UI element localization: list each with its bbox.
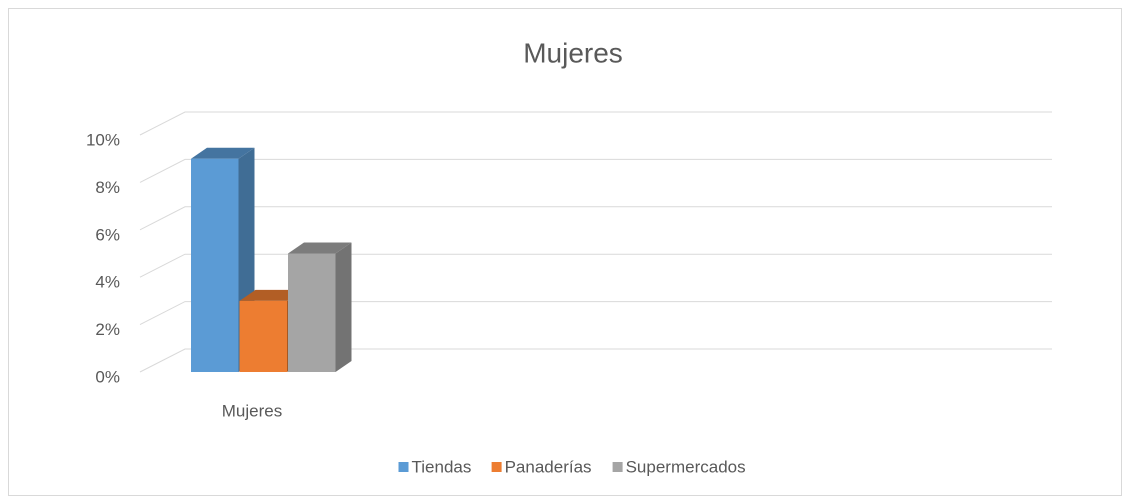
grid-line	[139, 111, 1052, 136]
y-tick-label: 6%	[95, 225, 120, 244]
y-tick-label: 8%	[95, 178, 120, 197]
bar	[191, 158, 239, 372]
chart-border	[8, 8, 1122, 496]
legend-swatch	[612, 462, 623, 472]
bar-top	[288, 242, 352, 254]
y-tick-label: 0%	[95, 367, 120, 386]
bar-top	[191, 147, 255, 159]
bar	[288, 253, 336, 372]
grid-line	[139, 206, 1052, 231]
chart-title: Mujeres	[523, 37, 623, 68]
grid-line	[139, 253, 1052, 278]
grid-line	[139, 301, 1052, 326]
bar-side	[335, 242, 352, 372]
y-tick-label: 4%	[95, 273, 120, 292]
bar	[239, 300, 287, 372]
grid-line	[139, 348, 1052, 373]
grid-line	[139, 158, 1052, 183]
legend-label: Tiendas	[412, 457, 472, 476]
x-tick-label: Mujeres	[222, 401, 282, 420]
legend-swatch	[398, 462, 409, 472]
y-tick-label: 2%	[95, 320, 120, 339]
bar-top	[239, 289, 303, 301]
legend-swatch	[491, 462, 502, 472]
legend-label: Panaderías	[505, 457, 592, 476]
y-tick-label: 10%	[86, 130, 120, 149]
legend-label: Supermercados	[626, 457, 746, 476]
